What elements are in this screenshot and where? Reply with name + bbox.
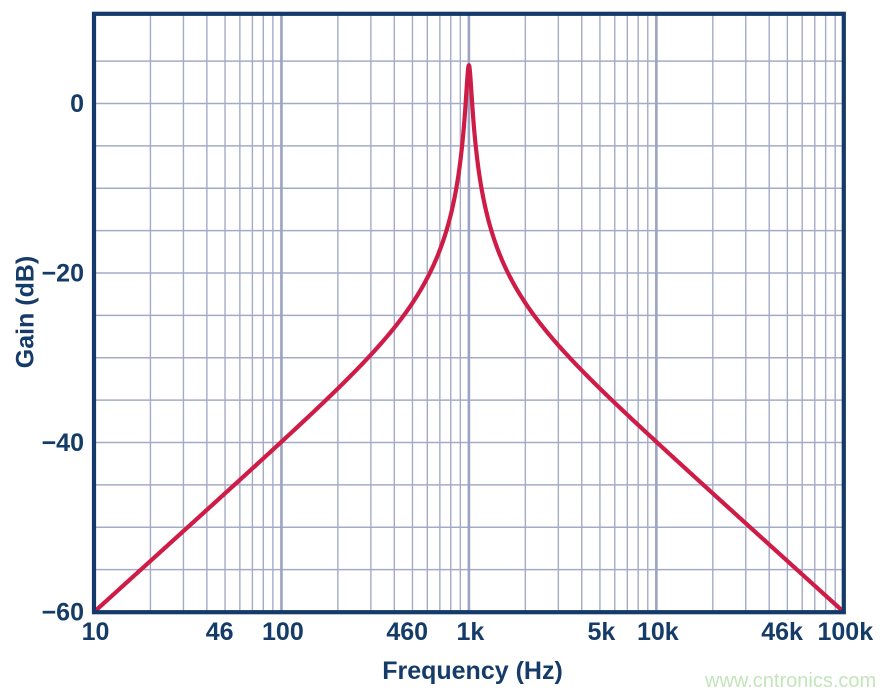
svg-text:Gain (dB): Gain (dB) — [12, 256, 40, 369]
svg-text:1k: 1k — [456, 618, 484, 646]
svg-text:460: 460 — [386, 618, 428, 646]
svg-text:www.cntronics.com: www.cntronics.com — [704, 670, 876, 692]
svg-text:Frequency (Hz): Frequency (Hz) — [382, 657, 563, 685]
svg-text:100: 100 — [262, 618, 304, 646]
svg-text:10k: 10k — [637, 618, 679, 646]
svg-text:0: 0 — [70, 90, 84, 118]
svg-text:−20: −20 — [42, 260, 84, 288]
svg-text:10: 10 — [82, 618, 110, 646]
svg-text:−40: −40 — [42, 429, 84, 457]
svg-text:46k: 46k — [761, 618, 803, 646]
svg-text:−60: −60 — [42, 599, 84, 627]
svg-text:5k: 5k — [587, 618, 615, 646]
svg-text:46: 46 — [206, 618, 234, 646]
svg-text:100k: 100k — [817, 618, 873, 646]
